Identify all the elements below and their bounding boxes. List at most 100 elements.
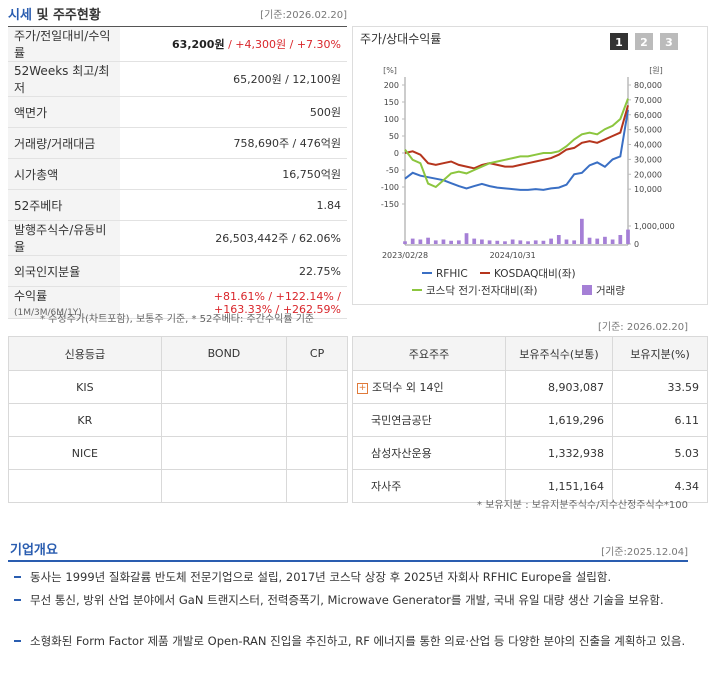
page-button-label[interactable]: 1 [615, 36, 623, 49]
volume-bar [587, 237, 592, 244]
volume-bar [510, 239, 515, 244]
cell: 국민연금공단 [352, 403, 506, 437]
page-button-label[interactable]: 3 [665, 36, 673, 49]
cell: + 조덕수 외 14인 [352, 370, 506, 404]
cell-text: 8,903,087 [548, 380, 604, 394]
page-button-label[interactable]: 2 [640, 36, 648, 49]
page-button[interactable] [610, 33, 628, 50]
cell: 6.11 [612, 403, 708, 437]
row-value: 65,200원 / 12,100원 [120, 61, 347, 97]
cell: 8,903,087 [505, 370, 613, 404]
tick-label: 10,000 [634, 185, 662, 194]
row-label: 거래량/거래대금 [8, 127, 120, 159]
row: + 조덕수 외 14인 8,903,087 33.59 [352, 370, 708, 404]
price-body: 주가/전일대비/수익률 63,200원 / +4,300원 / +7.30% 52W… [8, 27, 347, 319]
bullet: 소형화된 Form Factor 제품 개발로 Open-RAN 진입을 추진하… [14, 632, 710, 650]
chart-date: [기준: 2026.02.20] [597, 322, 688, 333]
volume-bar [449, 240, 453, 244]
page-button[interactable] [635, 33, 653, 50]
volume-bar [464, 233, 469, 244]
cell-text: 국민연금공단 [371, 414, 432, 427]
volume-bar [556, 235, 561, 244]
header-cell: 주요주주 [352, 336, 506, 371]
value-part: 1.84 [316, 198, 342, 212]
cell: 4.34 [612, 469, 708, 503]
header-cell: CP [286, 336, 348, 371]
title-rest: 및 주주현황 [36, 8, 101, 23]
tick-label: 1,000,000 [634, 222, 675, 231]
label-text: 52주베타 [14, 198, 63, 213]
value-part: 500원 [309, 106, 341, 119]
volume-bar [626, 229, 630, 244]
series-line [404, 98, 629, 189]
bullet: 무선 통신, 방위 산업 분야에서 GaN 트랜지스터, 전력증폭기, Micr… [14, 591, 710, 609]
y2-label: [원] [649, 66, 663, 75]
label-text: 52Weeks 최고/최저 [14, 64, 110, 95]
volume-bar [549, 238, 553, 244]
page-button[interactable] [660, 33, 678, 50]
tick-label: 70,000 [634, 96, 662, 105]
tick-label: 200 [384, 81, 399, 90]
tick-label: 40,000 [634, 141, 662, 150]
tick-label: 100 [384, 115, 399, 124]
cell: 1,151,164 [505, 469, 613, 503]
volume-bar [533, 240, 538, 244]
tick-label: 0 [394, 149, 399, 158]
overview-date: [기준:2025.12.04] [601, 547, 688, 558]
volume-bar [472, 238, 477, 244]
volume-bar [610, 239, 615, 244]
tick-label: 0 [634, 240, 639, 249]
row: 자사주 1,151,164 4.34 [352, 469, 708, 503]
label-text: 거래량/거래대금 [14, 136, 96, 151]
tick-label: -100 [381, 183, 399, 192]
tick-label: -150 [381, 200, 399, 209]
volume-bar [518, 240, 523, 244]
market-date: [기준:2026.02.20] [260, 10, 347, 21]
row-label: 발행주식수/유동비율 [8, 220, 120, 256]
value-part: 758,690주 / 476억원 [233, 137, 341, 150]
volume-bar [580, 218, 584, 244]
volume-bar [403, 241, 407, 244]
overview-title: 기업개요 [10, 543, 58, 558]
row: 액면가 500원 [8, 96, 347, 128]
cell-text: 1,619,296 [548, 413, 604, 427]
price-table: 주가/전일대비/수익률 63,200원 / +4,300원 / +7.30% 52W… [8, 27, 347, 319]
cell-text: 33.59 [667, 380, 700, 394]
cell-text: 자사주 [371, 480, 402, 493]
agency: KR [8, 403, 162, 437]
header-cell: 보유주식수(보통) [505, 336, 613, 371]
row-value: 1.84 [120, 189, 347, 221]
value-part: 22.75% [299, 264, 341, 278]
row-value: 63,200원 / +4,300원 / +7.30% [120, 27, 347, 62]
row-label: 52주베타 [8, 189, 120, 221]
volume-bar [495, 240, 500, 244]
agency: KIS [8, 370, 162, 404]
row-value: +81.61% / +122.14% / +163.33% / +262.59% [120, 286, 347, 319]
label-note: (1M/3M/6M/1Y) [14, 308, 82, 318]
series-line [404, 105, 629, 170]
rule [8, 560, 688, 562]
legend-swatch [582, 285, 592, 295]
row: 국민연금공단 1,619,296 6.11 [352, 403, 708, 437]
cell-text: 1,151,164 [548, 479, 604, 493]
label-text: 외국인지분율 [14, 264, 81, 279]
row-label: 시가총액 [8, 158, 120, 190]
market-note: * 수정주가(차트포함), 보통주 기준, * 52주베타: 주간수익률 기준 [40, 314, 315, 325]
volume-bar [526, 241, 530, 244]
value-part: / +4,300원 [228, 38, 287, 51]
holders-body: + 조덕수 외 14인 8,903,087 33.59 국민연금공단 1,619,296 6… [352, 370, 708, 503]
chart-title: 주가/상대수익률 [360, 32, 441, 46]
header-cell: 보유지분(%) [612, 336, 708, 371]
volume-bar [426, 237, 430, 244]
y-label: [%] [383, 66, 397, 75]
tick-label: 50 [389, 132, 399, 141]
tick-label: 20,000 [634, 170, 662, 179]
header-cell: 신용등급 [8, 336, 162, 371]
cell: 33.59 [612, 370, 708, 404]
row: 수익률 (1M/3M/6M/1Y) +81.61% / +122.14% / +1… [8, 286, 347, 319]
label-text: 발행주식수/유동비율 [14, 223, 107, 254]
volume-bar [418, 239, 423, 244]
row: 외국인지분율 22.75% [8, 255, 347, 287]
row-value: 500원 [120, 96, 347, 128]
holders-table: 주요주주 보유주식수(보통) 보유지분(%) + 조덕수 외 14인 8,903,087… [352, 336, 708, 503]
